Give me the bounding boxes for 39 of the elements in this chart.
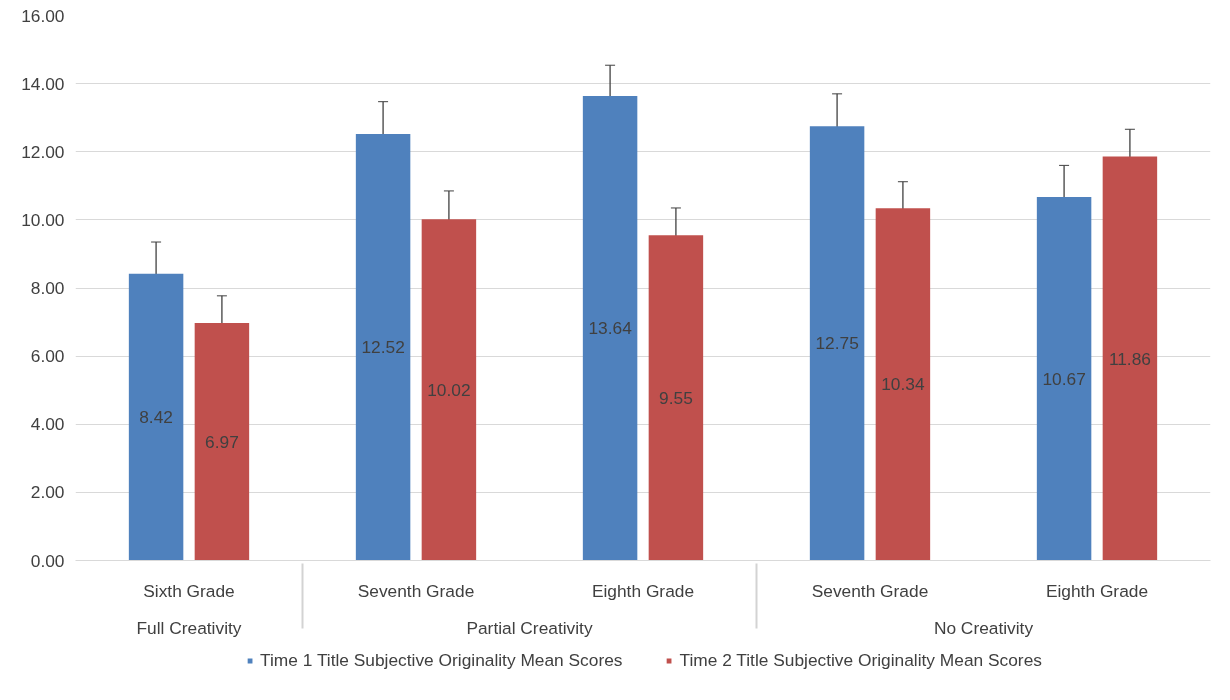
text: Full Creativity (136, 617, 242, 638)
bar (648, 235, 704, 561)
legend-label: Time 1 Title Subjective Originality Mean Scores (260, 649, 623, 671)
data-label: 10.34 (881, 374, 925, 395)
data-label: 12.75 (815, 333, 859, 354)
y-tick-label: 14.00 (21, 73, 65, 94)
data-label: 10.02 (427, 379, 471, 400)
y-tick-label: 0.00 (30, 550, 65, 571)
bar (582, 95, 638, 561)
x-tick-label: Sixth Grade (143, 580, 235, 601)
y-tick-label: 6.00 (30, 346, 65, 367)
bar (809, 126, 865, 561)
y-tick-label: 2.00 (30, 482, 65, 503)
data-label: 11.86 (1108, 348, 1151, 369)
bar (355, 134, 411, 561)
bar (128, 273, 184, 561)
x-tick-label: Seventh Grade (357, 580, 475, 601)
text: Partial Creativity (466, 617, 593, 638)
bar (875, 208, 931, 561)
bar (194, 323, 250, 561)
x-tick-label: Eighth Grade (591, 580, 695, 601)
legend-label: Time 2 Title Subjective Originality Mean Scores (679, 649, 1042, 671)
x-tick-label: Eighth Grade (1045, 580, 1149, 601)
x-tick-label: Seventh Grade (811, 580, 929, 601)
data-label: 12.52 (361, 337, 405, 358)
data-label: 9.55 (659, 387, 693, 408)
y-tick-label: 12.00 (21, 141, 65, 162)
y-tick-label: 10.00 (21, 209, 65, 230)
bar (421, 219, 477, 561)
y-tick-label: 16.00 (21, 5, 65, 26)
data-label: 10.67 (1042, 368, 1086, 389)
bar (1102, 156, 1158, 561)
data-label: 8.42 (139, 407, 173, 428)
text: No Creativity (933, 617, 1034, 638)
bar (1036, 197, 1092, 561)
y-tick-label: 4.00 (30, 414, 65, 435)
data-label: 6.97 (205, 431, 239, 452)
data-label: 13.64 (588, 318, 633, 339)
y-tick-label: 8.00 (30, 278, 65, 298)
